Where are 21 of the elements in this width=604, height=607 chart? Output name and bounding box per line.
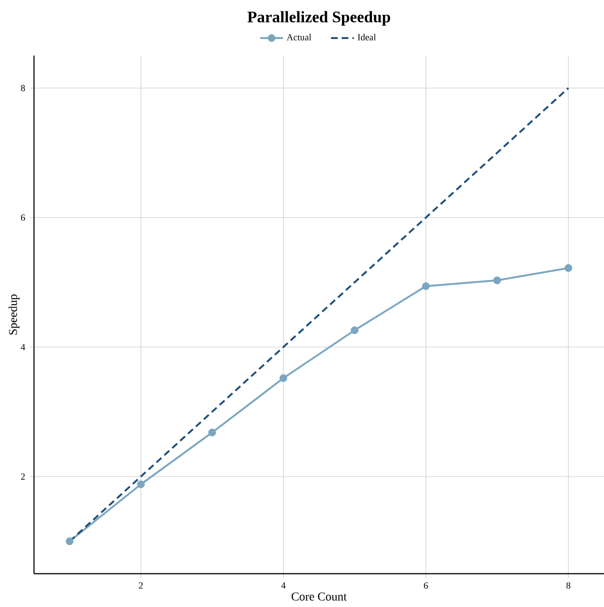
point [493, 276, 501, 284]
x-tick-label: 8 [566, 582, 570, 589]
point [422, 282, 430, 290]
point [350, 326, 358, 334]
x-tick-label: 6 [424, 582, 428, 589]
y-tick-label: 2 [21, 473, 25, 480]
x-axis-title: Core Count [292, 592, 347, 601]
point [137, 480, 145, 488]
point [208, 428, 216, 436]
y-axis-title: Speedup [8, 294, 20, 335]
point [66, 537, 74, 546]
chart-title: Parallelized Speedup [247, 11, 390, 26]
y-tick-label: 6 [21, 214, 26, 221]
legend-label: Actual [286, 34, 312, 40]
y-tick-label: 4 [20, 344, 26, 350]
point [564, 264, 572, 272]
point [280, 374, 288, 382]
x-tick-label: 4 [281, 582, 286, 589]
x-tick-label: 2 [138, 582, 143, 589]
legend-label: Ideal [358, 34, 376, 40]
y-tick-label: 8 [20, 84, 25, 92]
